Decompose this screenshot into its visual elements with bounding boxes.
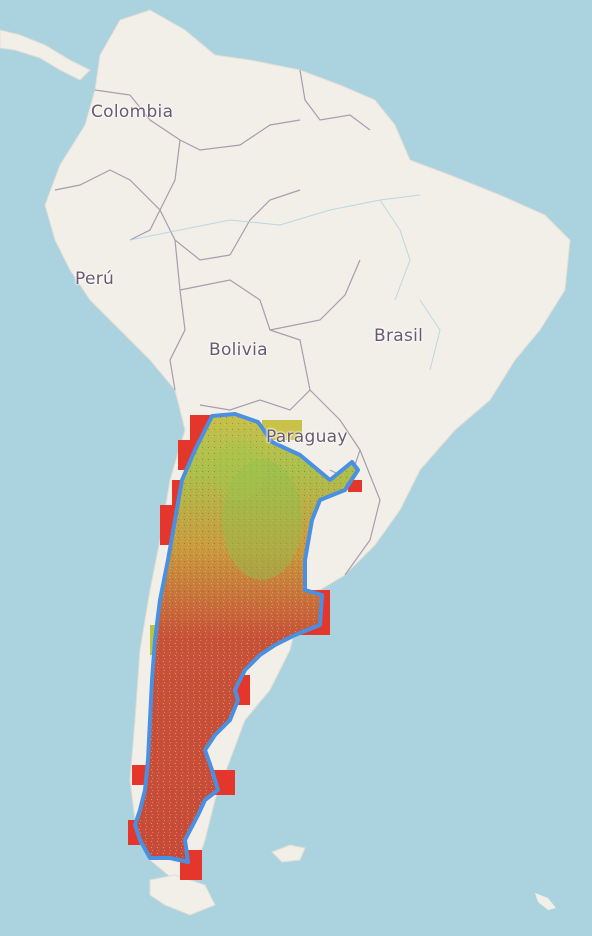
central-america-landmass [0,29,91,81]
country-borders [54,69,381,576]
south-america-landmass [44,9,571,886]
label-peru: Perú [75,269,115,289]
green-patch [222,460,302,580]
falklands-landmass [271,844,306,863]
argentina-outline[interactable] [133,412,360,864]
rivers [129,194,441,371]
label-paraguay: Paraguay [266,427,348,447]
label-brasil: Brasil [374,326,424,346]
label-bolivia: Bolivia [209,340,268,360]
label-colombia: Colombia [91,102,174,122]
island-landmass [535,893,556,910]
tierra-del-fuego-landmass [149,874,216,916]
